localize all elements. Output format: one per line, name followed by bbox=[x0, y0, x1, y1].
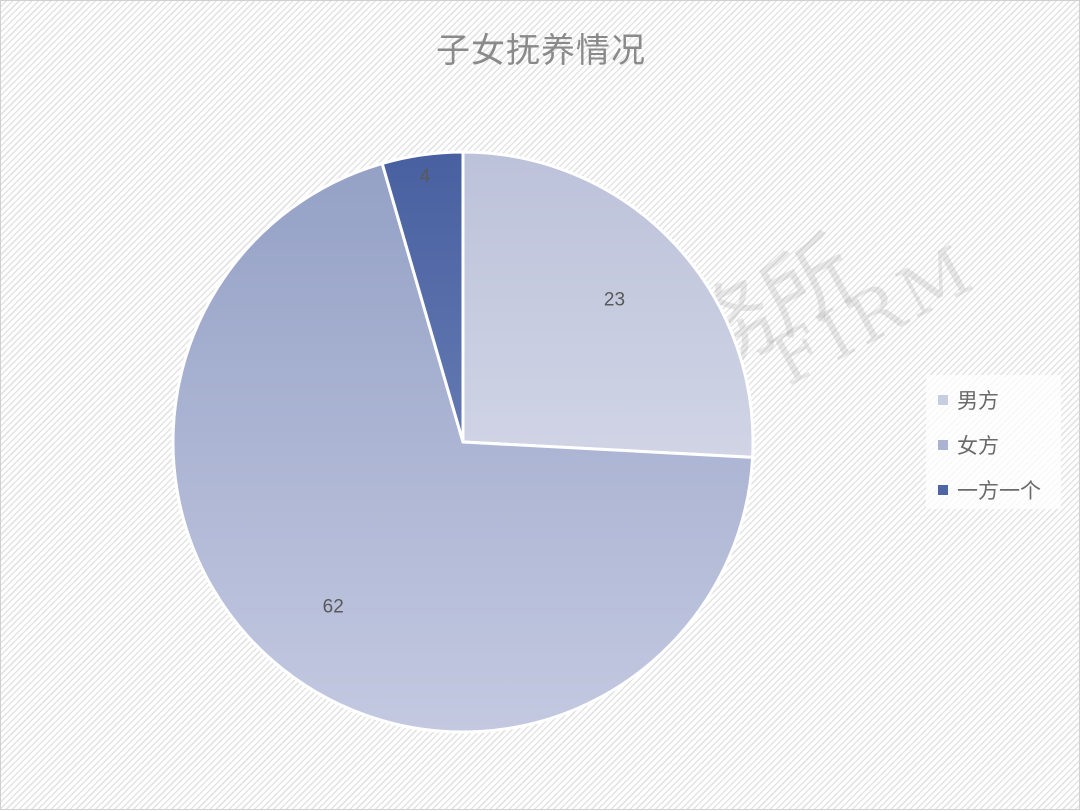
legend-label: 一方一个 bbox=[957, 479, 1041, 503]
legend-item-male: 男方 bbox=[938, 385, 999, 415]
legend-swatch bbox=[938, 395, 948, 405]
data-label-2: 4 bbox=[420, 166, 431, 187]
legend: 男方 女方 一方一个 bbox=[926, 375, 1061, 509]
legend-swatch bbox=[938, 485, 948, 495]
legend-label: 女方 bbox=[957, 434, 999, 458]
legend-item-female: 女方 bbox=[938, 430, 999, 460]
pie-slice-2 bbox=[380, 150, 465, 443]
legend-item-one-each: 一方一个 bbox=[938, 475, 1041, 505]
legend-swatch bbox=[938, 440, 948, 450]
chart-title: 子女抚养情况 bbox=[436, 31, 646, 71]
legend-label: 男方 bbox=[957, 389, 999, 413]
pie-slice-1 bbox=[171, 161, 755, 734]
pie-slice-0 bbox=[461, 150, 755, 459]
data-label-0: 23 bbox=[604, 289, 625, 310]
data-label-1: 62 bbox=[323, 597, 344, 618]
